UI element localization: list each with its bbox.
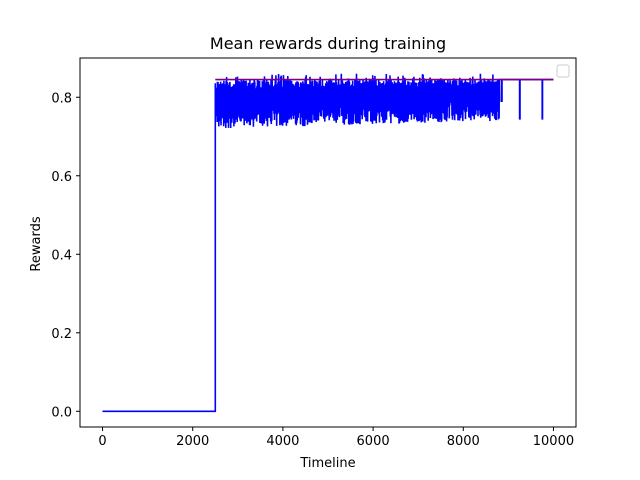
x-tick-label: 2000 <box>176 434 209 449</box>
axes-frame <box>79 57 577 428</box>
plot-area <box>80 58 576 427</box>
series-group <box>102 73 554 413</box>
x-axis-label: Timeline <box>299 456 355 471</box>
y-tick-label: 0.6 <box>51 170 72 185</box>
y-axis-label: Rewards <box>29 216 44 271</box>
chart-title: Mean rewards during training <box>210 34 446 53</box>
x-tick-label: 10000 <box>533 434 574 449</box>
legend-box <box>556 64 570 78</box>
x-tick-label: 6000 <box>357 434 390 449</box>
x-tick-label: 0 <box>98 434 106 449</box>
y-tick-label: 0.4 <box>51 248 72 263</box>
plot-background <box>80 58 576 427</box>
x-tick-label: 4000 <box>266 434 299 449</box>
axes-group: 0 2000 4000 6000 8000 10000 0.0 0.2 0.4 0.6 0.8 <box>51 57 577 449</box>
legend <box>556 64 570 78</box>
x-tick-label: 8000 <box>447 434 480 449</box>
series-line-mean-reward <box>102 73 554 413</box>
y-tick-label: 0.0 <box>51 405 72 420</box>
y-tick-label: 0.2 <box>51 327 72 342</box>
y-tick-label: 0.8 <box>51 91 72 106</box>
